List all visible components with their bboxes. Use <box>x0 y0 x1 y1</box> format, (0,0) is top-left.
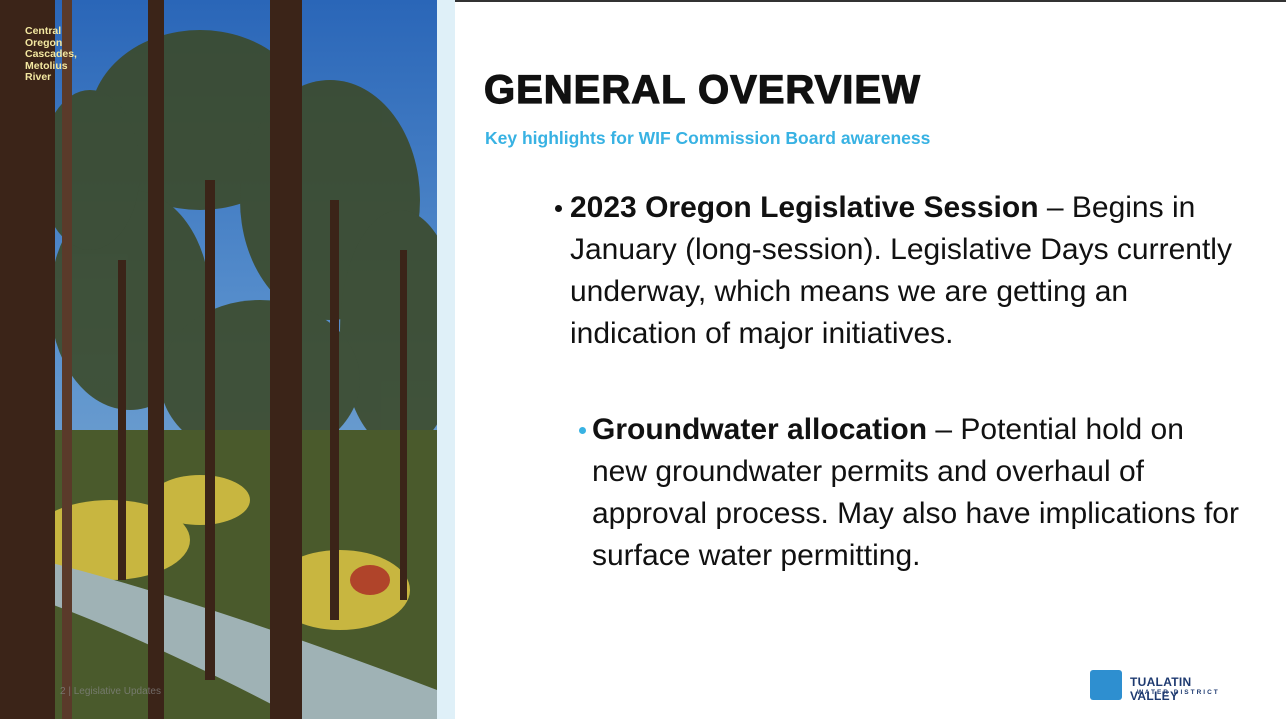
photo-caption: Central Oregon Cascades, Metolius River <box>25 26 85 84</box>
logo-icon <box>1090 670 1122 700</box>
page-number: 2 <box>60 686 66 697</box>
bullet-dot <box>555 205 562 212</box>
footer: 2 | Legislative Updates <box>60 686 161 697</box>
subtitle: Key highlights for WIF Commission Board … <box>485 128 930 149</box>
section-name: Legislative Updates <box>74 686 161 697</box>
logo-sub: WATER DISTRICT <box>1137 689 1220 696</box>
bullet-dot <box>579 427 586 434</box>
forest-photo <box>0 0 437 719</box>
top-border <box>455 0 1286 2</box>
accent-strip <box>437 0 455 719</box>
slide: Central Oregon Cascades, Metolius River … <box>0 0 1286 719</box>
bullet-bold: Groundwater allocation <box>592 413 927 446</box>
bullet-bold: 2023 Oregon Legislative Session <box>570 191 1039 224</box>
bullet: 2023 Oregon Legislative Session – Begins… <box>570 187 1235 355</box>
title: GENERAL OVERVIEW <box>484 68 921 113</box>
logo: TUALATIN VALLEY WATER DISTRICT <box>1090 670 1230 706</box>
sub-bullet: Groundwater allocation – Potential hold … <box>592 409 1247 577</box>
